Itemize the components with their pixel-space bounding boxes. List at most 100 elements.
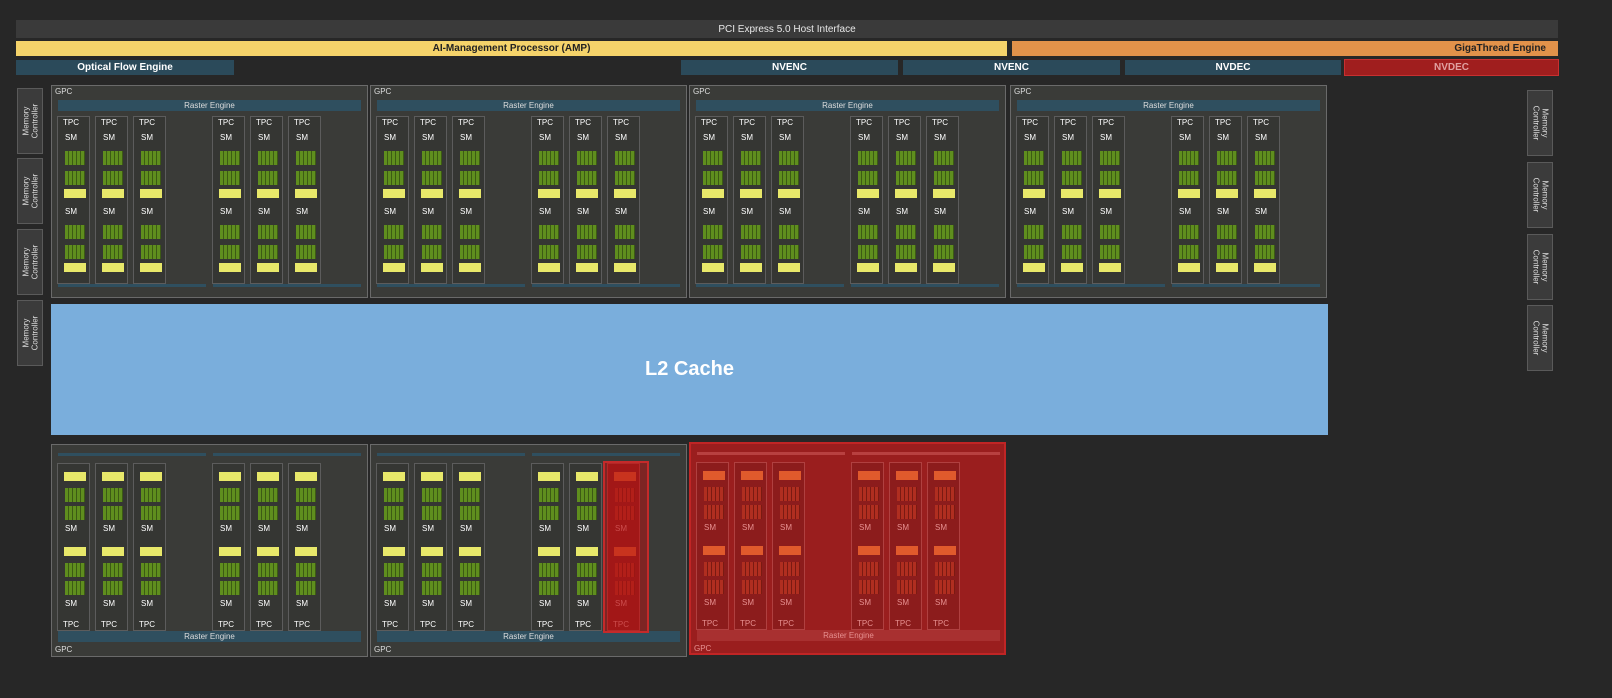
cuda-cores <box>103 225 123 239</box>
cuda-cores <box>539 225 559 239</box>
cuda-cores <box>141 171 161 185</box>
tensor-core <box>703 546 725 555</box>
cuda-cores <box>934 245 954 259</box>
tpc-divider <box>213 284 361 287</box>
memory-controller-right-4: Memory Controller <box>1527 305 1553 371</box>
cuda-cores <box>897 580 917 594</box>
tpc-label: TPC <box>739 118 755 127</box>
cuda-cores <box>1024 245 1044 259</box>
cuda-cores <box>577 488 597 502</box>
disabled-tpc-highlight <box>603 461 649 633</box>
cuda-cores <box>859 505 879 519</box>
cuda-cores <box>1024 225 1044 239</box>
cuda-cores <box>859 487 879 501</box>
sm-label: SM <box>935 598 947 607</box>
tpc-label: TPC <box>294 118 310 127</box>
cuda-cores <box>1217 245 1237 259</box>
cuda-cores <box>858 225 878 239</box>
cuda-cores <box>741 171 761 185</box>
tpc-block: TPC SM SM <box>531 116 564 284</box>
tensor-core <box>459 547 481 556</box>
sm-label: SM <box>422 524 434 533</box>
cuda-cores <box>296 488 316 502</box>
cuda-cores <box>897 505 917 519</box>
memory-controller-right-3: Memory Controller <box>1527 234 1553 300</box>
sm-label: SM <box>460 133 472 142</box>
memory-controller-label: Memory Controller <box>1531 177 1549 213</box>
cuda-cores <box>65 506 85 520</box>
gigathread-label: GigaThread Engine <box>1454 43 1546 54</box>
sm-label: SM <box>780 523 792 532</box>
tensor-core <box>295 263 317 272</box>
tpc-label: TPC <box>101 620 117 629</box>
sm-label: SM <box>103 599 115 608</box>
sm-label: SM <box>935 523 947 532</box>
cuda-cores <box>103 506 123 520</box>
cuda-cores <box>741 225 761 239</box>
cuda-cores <box>897 487 917 501</box>
sm-label: SM <box>703 133 715 142</box>
sm-label: SM <box>141 207 153 216</box>
raster-engine: Raster Engine <box>377 631 680 642</box>
sm-label: SM <box>460 207 472 216</box>
pcie-host-interface: PCI Express 5.0 Host Interface <box>16 20 1558 38</box>
cuda-cores <box>779 225 799 239</box>
tensor-core <box>383 189 405 198</box>
tpc-block: TPC SM SM <box>250 116 283 284</box>
raster-engine: Raster Engine <box>1017 100 1320 111</box>
cuda-cores <box>103 245 123 259</box>
tpc-label: TPC <box>256 620 272 629</box>
tensor-core <box>459 263 481 272</box>
sm-label: SM <box>1179 207 1191 216</box>
tpc-block: TPC SM SM <box>1016 116 1049 284</box>
raster-engine: Raster Engine <box>697 630 1000 641</box>
tensor-core <box>933 263 955 272</box>
gpc-block: GPC Raster Engine TPC SM SM TPC SM SM TPC SM SM TPC… <box>51 444 368 657</box>
cuda-cores <box>422 171 442 185</box>
tpc-label: TPC <box>933 619 949 628</box>
cuda-cores <box>141 563 161 577</box>
sm-label: SM <box>258 207 270 216</box>
cuda-cores <box>103 171 123 185</box>
tensor-core <box>779 471 801 480</box>
tensor-core <box>64 472 86 481</box>
memory-controller-left-2: Memory Controller <box>17 158 43 224</box>
tensor-core <box>1178 263 1200 272</box>
sm-label: SM <box>615 207 627 216</box>
cuda-cores <box>935 505 955 519</box>
tpc-label: TPC <box>1060 118 1076 127</box>
sm-label: SM <box>539 133 551 142</box>
optical-flow-engine: Optical Flow Engine <box>16 60 234 75</box>
tensor-core <box>102 547 124 556</box>
tensor-core <box>1099 263 1121 272</box>
cuda-cores <box>1217 225 1237 239</box>
cuda-cores <box>258 225 278 239</box>
cuda-cores <box>1179 245 1199 259</box>
tensor-core <box>140 263 162 272</box>
nvdec-engine-disabled: NVDEC <box>1344 59 1559 76</box>
sm-label: SM <box>1062 133 1074 142</box>
tpc-label: TPC <box>575 118 591 127</box>
tpc-label: TPC <box>702 619 718 628</box>
sm-label: SM <box>1255 133 1267 142</box>
cuda-cores <box>577 581 597 595</box>
sm-label: SM <box>296 599 308 608</box>
tpc-block: TPC SM SM <box>772 462 805 630</box>
cuda-cores <box>1217 151 1237 165</box>
cuda-cores <box>1179 151 1199 165</box>
tensor-core <box>421 263 443 272</box>
sm-label: SM <box>577 599 589 608</box>
sm-label: SM <box>384 133 396 142</box>
tpc-label: TPC <box>458 620 474 629</box>
cuda-cores <box>1179 225 1199 239</box>
cuda-cores <box>779 151 799 165</box>
sm-label: SM <box>220 207 232 216</box>
cuda-cores <box>460 506 480 520</box>
tensor-core <box>140 547 162 556</box>
gpc-block: GPC Raster Engine TPC SM SM TPC SM SM TPC SM SM TPC… <box>1010 85 1327 298</box>
cuda-cores <box>384 488 404 502</box>
sm-label: SM <box>858 133 870 142</box>
cuda-cores <box>296 225 316 239</box>
sm-label: SM <box>741 133 753 142</box>
tpc-block: TPC SM SM <box>927 462 960 630</box>
